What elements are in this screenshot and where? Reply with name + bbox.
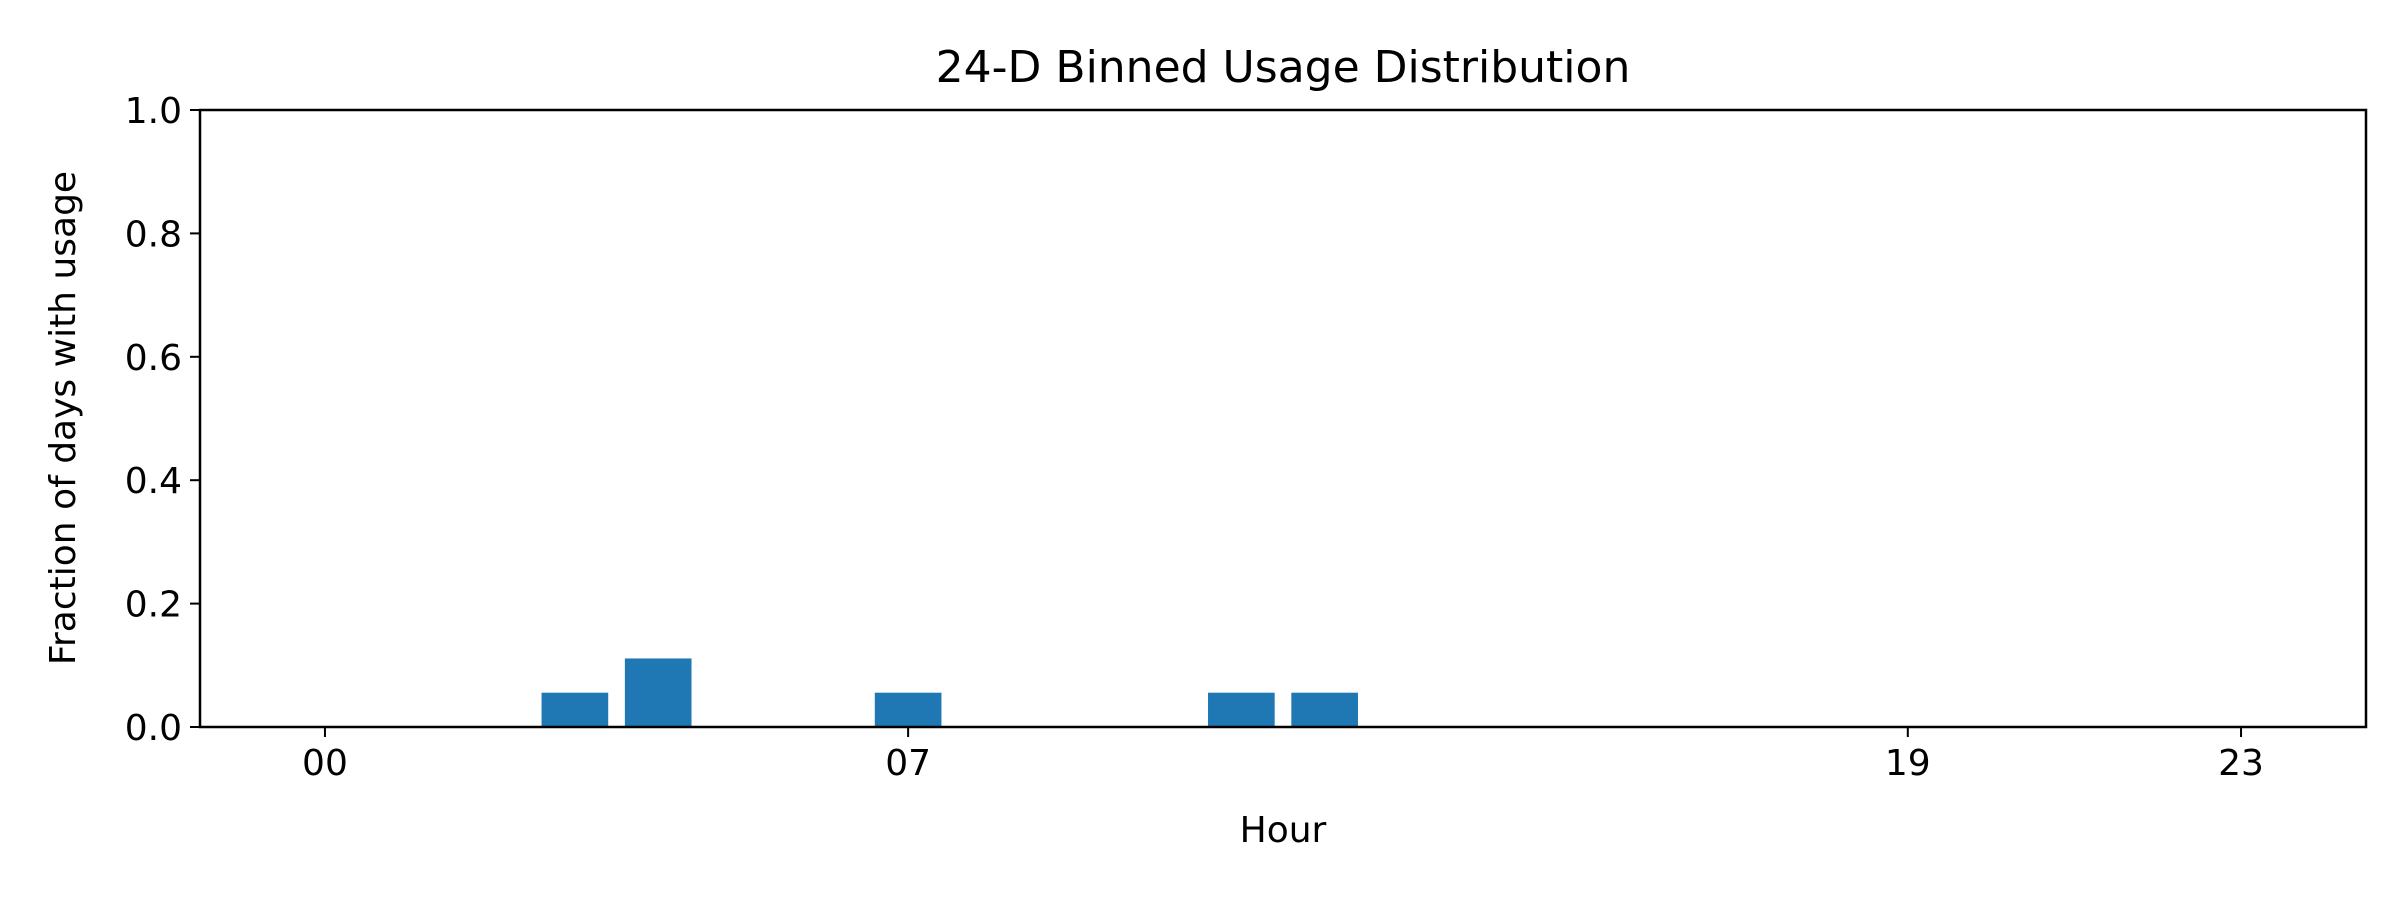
bar-hour-4 <box>624 658 692 727</box>
bar-hour-7 <box>874 692 942 727</box>
y-ticks-group: 0.0 0.2 0.4 0.6 0.8 1.0 <box>125 91 200 749</box>
x-tick-label: 00 <box>302 743 348 784</box>
y-tick-label: 0.0 <box>125 708 182 749</box>
x-axis-label: Hour <box>1240 810 1327 851</box>
y-tick-label: 1.0 <box>125 91 182 132</box>
bar-hour-12 <box>1291 692 1358 727</box>
y-tick-label: 0.6 <box>125 338 182 379</box>
x-tick-label: 19 <box>1885 743 1931 784</box>
x-tick-label: 23 <box>2218 743 2264 784</box>
bars-group <box>541 658 1358 727</box>
y-tick-label: 0.4 <box>125 461 182 502</box>
chart-title: 24-D Binned Usage Distribution <box>936 42 1631 93</box>
y-tick-label: 0.8 <box>125 214 182 255</box>
y-axis-label: Fraction of days with usage <box>43 171 84 665</box>
bar-hour-11 <box>1208 692 1275 727</box>
x-ticks-group: 00 07 19 23 <box>302 727 2264 784</box>
plot-frame <box>198 108 2368 729</box>
x-tick-label: 07 <box>885 743 931 784</box>
bar-hour-3 <box>541 692 609 727</box>
y-tick-label: 0.2 <box>125 585 182 626</box>
